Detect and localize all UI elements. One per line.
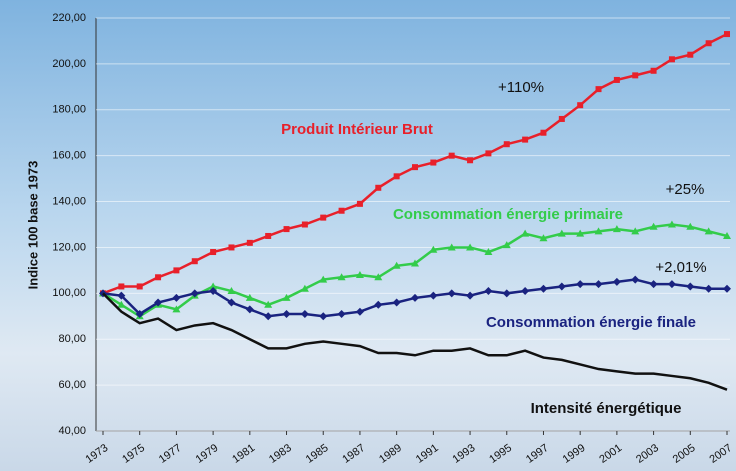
series-label: Produit Intérieur Brut bbox=[281, 121, 433, 138]
marker bbox=[210, 249, 216, 255]
marker bbox=[632, 72, 638, 78]
marker bbox=[375, 185, 381, 191]
marker bbox=[724, 31, 730, 37]
marker bbox=[357, 201, 363, 207]
marker bbox=[394, 173, 400, 179]
marker bbox=[596, 86, 602, 92]
marker bbox=[118, 283, 124, 289]
marker bbox=[192, 258, 198, 264]
series-label: Consommation énergie primaire bbox=[393, 206, 623, 223]
marker bbox=[651, 68, 657, 74]
annotation: +110% bbox=[498, 79, 544, 96]
marker bbox=[449, 153, 455, 159]
marker bbox=[247, 240, 253, 246]
y-tick-label: 80,00 bbox=[58, 333, 86, 345]
marker bbox=[320, 215, 326, 221]
marker bbox=[265, 233, 271, 239]
marker bbox=[173, 267, 179, 273]
marker bbox=[522, 137, 528, 143]
marker bbox=[485, 150, 491, 156]
y-axis-label: Indice 100 base 1973 bbox=[25, 161, 40, 290]
marker bbox=[669, 56, 675, 62]
marker bbox=[137, 283, 143, 289]
series-label: Consommation énergie finale bbox=[486, 314, 696, 331]
marker bbox=[504, 141, 510, 147]
marker bbox=[614, 77, 620, 83]
annotation: +2,01% bbox=[655, 259, 706, 276]
marker bbox=[302, 222, 308, 228]
marker bbox=[540, 130, 546, 136]
marker bbox=[430, 160, 436, 166]
y-tick-label: 160,00 bbox=[52, 150, 86, 162]
marker bbox=[467, 157, 473, 163]
y-tick-label: 220,00 bbox=[52, 12, 86, 24]
y-tick-label: 120,00 bbox=[52, 241, 86, 253]
series-label: Intensité énergétique bbox=[531, 400, 682, 417]
y-tick-label: 100,00 bbox=[52, 287, 86, 299]
y-tick-label: 180,00 bbox=[52, 104, 86, 116]
y-tick-label: 140,00 bbox=[52, 195, 86, 207]
y-tick-label: 40,00 bbox=[58, 425, 86, 437]
marker bbox=[577, 102, 583, 108]
annotation: +25% bbox=[666, 181, 705, 198]
marker bbox=[559, 116, 565, 122]
marker bbox=[706, 40, 712, 46]
marker bbox=[284, 226, 290, 232]
marker bbox=[228, 244, 234, 250]
y-tick-label: 60,00 bbox=[58, 379, 86, 391]
chart: Indice 100 base 1973 40,00 60,00 80,00 100,… bbox=[0, 0, 736, 471]
marker bbox=[155, 274, 161, 280]
y-tick-label: 200,00 bbox=[52, 58, 86, 70]
marker bbox=[412, 164, 418, 170]
marker bbox=[339, 208, 345, 214]
marker bbox=[687, 52, 693, 58]
